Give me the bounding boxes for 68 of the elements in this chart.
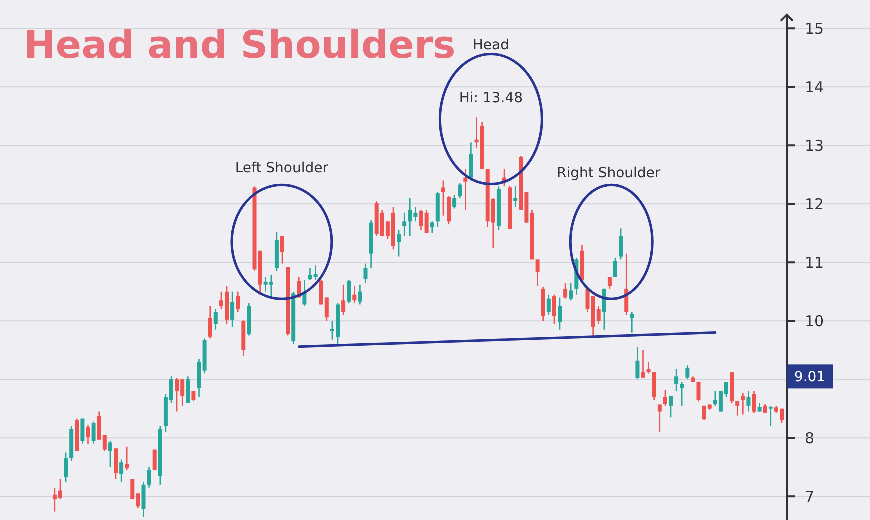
y-tick-label: 8 [805, 429, 815, 448]
candlestick [120, 459, 124, 483]
y-tick-label: 13 [805, 136, 824, 155]
candlestick [614, 257, 618, 278]
candlestick [569, 282, 574, 302]
text: 9.01 [794, 370, 826, 386]
candlestick [230, 291, 235, 328]
y-tick-label: 14 [805, 78, 824, 96]
candlestick [686, 364, 690, 380]
candlestick [552, 294, 556, 325]
candlestick [630, 312, 634, 334]
candlestick [608, 276, 612, 290]
candlestick [402, 212, 407, 237]
candlestick [108, 440, 112, 468]
annotation: Left Shoulder [235, 160, 329, 177]
candlestick [464, 168, 468, 211]
candlestick [564, 282, 568, 300]
candlestick [186, 376, 190, 404]
candlestick [663, 389, 668, 407]
y-tick-label: 10 [805, 312, 824, 330]
candlestick [458, 182, 462, 199]
candlestick [669, 395, 673, 418]
candlestick [441, 180, 446, 216]
candlestick [280, 236, 284, 264]
annotation: Head [472, 37, 510, 54]
candlestick [536, 259, 540, 287]
candlestick [674, 368, 679, 392]
y-tick-label: 11 [805, 254, 824, 272]
candlestick [147, 466, 152, 488]
candlestick [696, 381, 701, 402]
candlestick [152, 449, 157, 471]
candlestick [452, 194, 457, 210]
candlestick [602, 288, 606, 331]
y-tick-label: 7 [805, 488, 815, 506]
candlestick [746, 390, 751, 412]
annotation: Hi: 13.48 [459, 90, 524, 107]
candlestick [342, 284, 346, 316]
candlestick [680, 382, 684, 407]
candlestick [619, 228, 624, 260]
annotation: Right Shoulder [557, 165, 661, 182]
candlestick [546, 294, 551, 316]
candlestick [352, 285, 357, 304]
candlestick [80, 418, 85, 445]
candlestick [92, 421, 96, 445]
candlestick [641, 350, 646, 380]
candlestick [397, 230, 402, 258]
candlestick [358, 284, 362, 306]
y-tick-label: 12 [805, 195, 824, 214]
candlestick [741, 392, 746, 416]
candlestick [430, 221, 434, 234]
candlestick [86, 424, 90, 445]
candlestick [636, 346, 640, 380]
candlestick [214, 308, 218, 331]
chart-title: Head and Shoulders [24, 23, 456, 67]
candlestick [347, 280, 352, 304]
candlestick [752, 390, 756, 414]
candlestick [736, 400, 740, 417]
candlestick [64, 452, 68, 483]
candlestick [424, 209, 429, 234]
candlestick [658, 404, 662, 433]
candlestick [763, 404, 768, 414]
candlestick [125, 446, 130, 471]
candlestick [469, 142, 474, 182]
candlestick [208, 306, 212, 340]
candlestick [768, 405, 773, 428]
candlestick [236, 291, 240, 313]
y-tick-label: 15 [805, 20, 824, 38]
candlestick [558, 297, 562, 331]
